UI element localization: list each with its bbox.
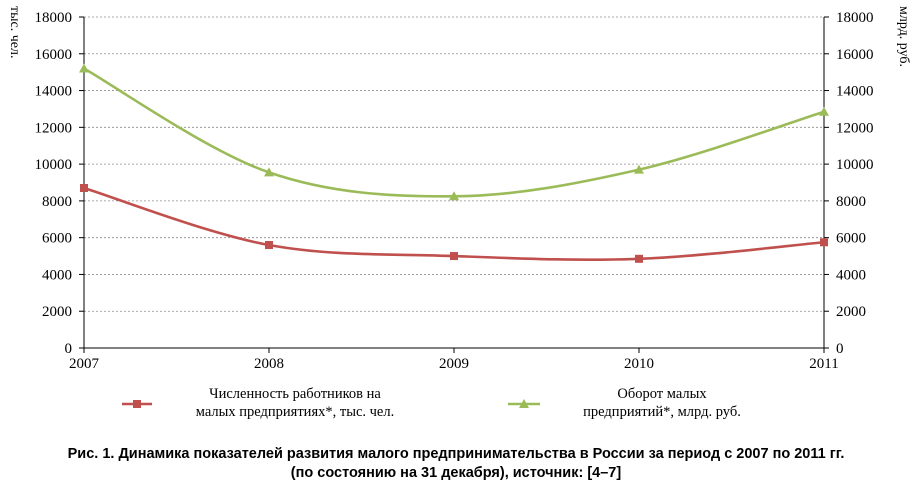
y-tick-label-left: 6000: [42, 231, 72, 247]
data-point-series-1: [820, 238, 828, 247]
y-tick-label-right: 16000: [836, 47, 874, 63]
data-point-series-2: [449, 191, 459, 201]
legend-label-1: малых предприятиях*, тыс. чел.: [196, 404, 394, 420]
data-point-series-2: [264, 167, 274, 177]
y-tick-label-left: 2000: [42, 304, 72, 320]
figure-caption: Рис. 1. Динамика показателей развития ма…: [0, 445, 912, 483]
tick-labels: 0 0 2000 2000 4000 4000 6000 6000 8000 8000 10000 1…: [35, 10, 874, 372]
caption-line-2: (по состоянию на 31 декабря), источник: …: [290, 465, 622, 481]
y-tick-label-right: 18000: [836, 10, 874, 26]
y-tick-label-right: 14000: [836, 84, 874, 100]
series-line-2: [83, 67, 825, 198]
x-tick-label: 2007: [69, 356, 100, 372]
y-tick-label-left: 8000: [42, 194, 72, 210]
data-point-series-1: [635, 254, 643, 263]
x-tick-label: 2010: [624, 356, 654, 372]
legend-label-1: Численность работников на: [209, 386, 381, 402]
y-tick-label-left: 14000: [35, 84, 73, 100]
data-point-series-1: [265, 241, 273, 250]
legend-label-2: Оборот малых: [617, 386, 707, 402]
caption-line-1: Рис. 1. Динамика показателей развития ма…: [67, 446, 845, 462]
x-tick-label: 2011: [809, 356, 838, 372]
y-tick-label-right: 4000: [836, 267, 866, 283]
y-tick-label-left: 4000: [42, 267, 72, 283]
y-tick-label-right: 8000: [836, 194, 866, 210]
x-tick-label: 2009: [439, 356, 469, 372]
series-lines: [79, 63, 829, 263]
legend-label-2: предприятий*, млрд. руб.: [583, 404, 741, 420]
y-tick-label-right: 10000: [836, 157, 874, 173]
data-point-series-2: [79, 63, 89, 73]
y-tick-label-right: 12000: [836, 120, 874, 136]
y-tick-label-left: 10000: [35, 157, 73, 173]
y-tick-label-left: 0: [65, 341, 73, 357]
data-point-series-1: [450, 252, 458, 261]
x-tick-label: 2008: [254, 356, 284, 372]
data-point-series-1: [80, 184, 88, 193]
legend-marker-1: [133, 400, 141, 408]
legend: Численность работников на малых предприят…: [122, 386, 741, 420]
y-tick-label-left: 12000: [35, 120, 73, 136]
data-point-series-2: [634, 164, 644, 174]
y-tick-label-right: 2000: [836, 304, 866, 320]
y-tick-label-left: 18000: [35, 10, 73, 26]
legend-marker-2: [519, 399, 529, 408]
chart: 0 0 2000 2000 4000 4000 6000 6000 8000 8000 10000 1…: [7, 6, 911, 420]
y-axis-left-title: тыс. чел.: [7, 6, 22, 58]
data-point-series-2: [819, 106, 829, 116]
y-tick-label-right: 0: [836, 341, 844, 357]
y-tick-label-right: 6000: [836, 231, 866, 247]
axes: [79, 16, 829, 353]
gridlines: [84, 16, 824, 312]
y-tick-label-left: 16000: [35, 47, 73, 63]
y-axis-right-title: млрд. руб.: [896, 6, 911, 67]
